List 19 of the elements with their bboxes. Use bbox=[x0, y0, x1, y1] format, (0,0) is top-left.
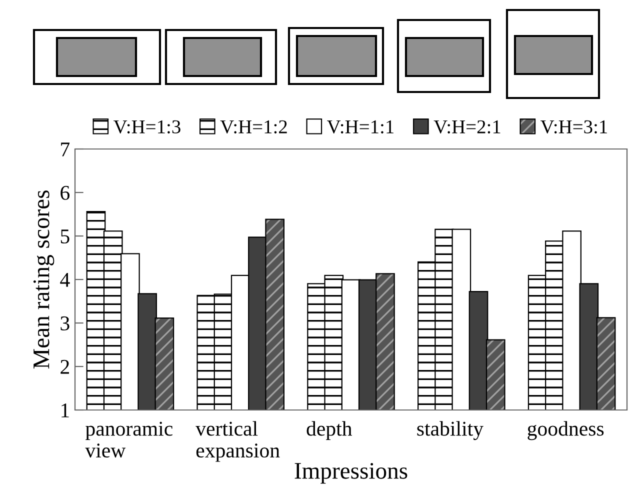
legend-label: V:H=1:1 bbox=[327, 120, 394, 134]
legend-label: V:H=1:2 bbox=[220, 120, 287, 134]
x-tick-label: goodness bbox=[528, 421, 604, 440]
x-tick-label: panoramic view bbox=[85, 422, 172, 458]
y-tick-label: 5 bbox=[60, 230, 70, 244]
x-axis-title: Impressions bbox=[294, 462, 408, 484]
legend-label: V:H=1:3 bbox=[114, 120, 180, 134]
legend-label: V:H=2:1 bbox=[434, 120, 500, 134]
x-tick-label: stability bbox=[417, 421, 484, 440]
y-tick-label: 6 bbox=[60, 186, 70, 200]
legend-label: V:H=3:1 bbox=[540, 120, 607, 134]
y-tick-label: 7 bbox=[61, 142, 70, 156]
y-tick-label: 1 bbox=[62, 403, 69, 418]
y-tick-label: 3 bbox=[60, 316, 70, 330]
x-tick-label: depth bbox=[306, 421, 352, 440]
x-tick-label: vertical expansion bbox=[196, 421, 280, 462]
y-axis-title: Mean rating scores bbox=[33, 190, 54, 369]
y-tick-label: 2 bbox=[60, 360, 69, 374]
y-tick-label: 4 bbox=[60, 273, 70, 287]
